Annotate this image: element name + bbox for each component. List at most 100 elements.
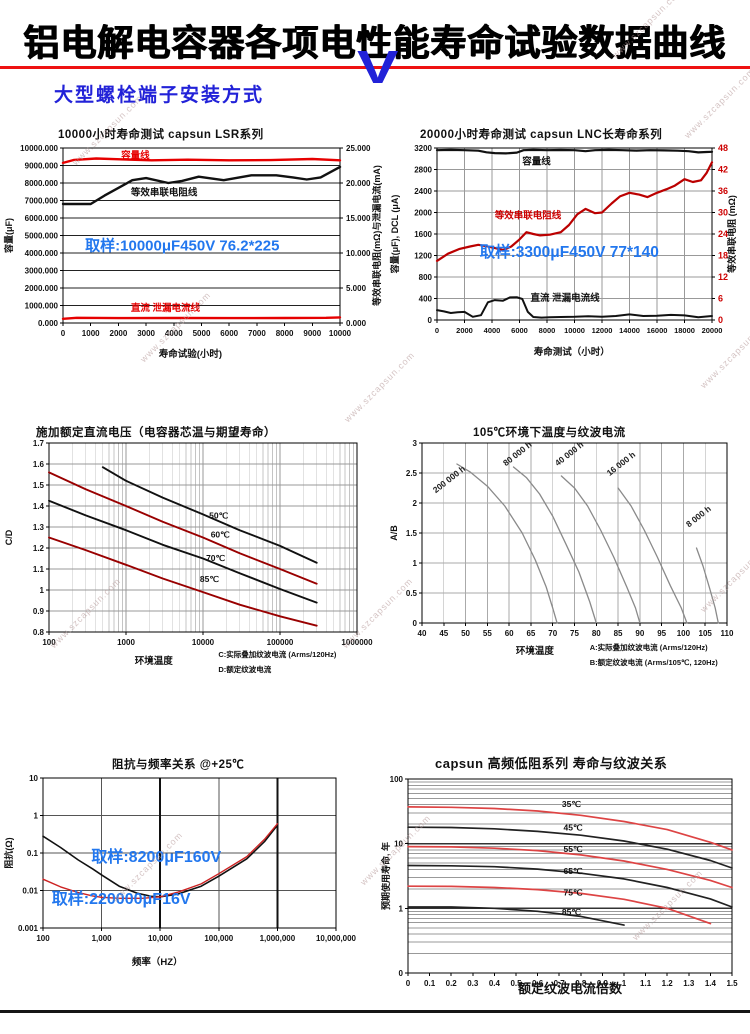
series-leakage-line [61, 316, 342, 321]
y2-tick-label: 18 [718, 251, 728, 261]
x-tick-label: 0.9 [597, 979, 609, 988]
x-tick-label: 1,000,000 [260, 934, 296, 943]
x-tick-label: 0.8 [575, 979, 587, 988]
x-tick-label: 0.4 [489, 979, 501, 988]
series-life-85c [407, 906, 625, 926]
x-axis-label: 寿命试验(小时) [159, 348, 222, 360]
y-tick-label: 1 [34, 812, 39, 821]
x-tick-label: 3000 [137, 329, 155, 338]
x-tick-label: 1,000 [92, 934, 113, 943]
y2-tick-label: 36 [718, 186, 728, 196]
x-tick-label: 1.4 [705, 979, 717, 988]
series-esr-line [61, 165, 342, 206]
y-tick-label: 1000.000 [25, 302, 59, 311]
y2-tick-label: 15.000 [346, 214, 371, 223]
series-impedance-8200uf [42, 824, 279, 898]
y-tick-label: 1.5 [406, 529, 418, 538]
y-tick-label: 10 [394, 840, 403, 849]
x-tick-label: 1.2 [662, 979, 674, 988]
section-subtitle: 大型螺栓端子安装方式 [54, 85, 265, 106]
x-tick-label: 6000 [511, 326, 528, 335]
annotation: 85℃ [200, 574, 219, 584]
series-impedance-220000uf [42, 823, 279, 900]
y2-tick-label: 30 [718, 208, 728, 218]
x-tick-label: 80 [592, 629, 601, 638]
y2-tick-label: 5.000 [346, 284, 367, 293]
series-capacity-line [61, 157, 342, 165]
annotation: 60℃ [211, 530, 230, 540]
y-tick-label: 2000 [414, 209, 432, 218]
series-curve-40000h [560, 475, 641, 624]
y-tick-label: 400 [419, 295, 433, 304]
y-tick-label: 0.5 [406, 589, 418, 598]
bottom-rule [0, 1010, 750, 1013]
x-tick-label: 8000 [276, 329, 294, 338]
x-tick-label: 14000 [619, 326, 640, 335]
y-tick-label: 1 [40, 586, 45, 595]
annotation: 65℃ [564, 866, 583, 876]
x-tick-label: 60 [505, 629, 514, 638]
x-tick-label: 55 [483, 629, 492, 638]
legend-line: C:实际叠加纹波电流 (Arms/120Hz) [218, 649, 336, 659]
chart-title: 20000小时寿命测试 capsun LNC长寿命系列 [420, 127, 662, 141]
y2-tick-label: 6 [718, 294, 723, 304]
chart-life-test-lsr: 0 1000 2000 3000 4000 5000 6000 7000 8000 9000 100… [0, 118, 392, 392]
y-tick-label: 800 [419, 273, 433, 282]
annotation: 200 000 h [431, 464, 467, 495]
y-tick-label: 1200 [414, 252, 432, 261]
x-tick-label: 0.3 [467, 979, 479, 988]
annotation: 16 000 h [605, 449, 638, 478]
x-tick-label: 65 [526, 629, 535, 638]
x-tick-label: 75 [570, 629, 579, 638]
y-tick-label: 2 [413, 499, 418, 508]
chart-life-ripple-hf: 0 0.1 0.2 0.3 0.4 0.5 0.6 0.7 0.8 0.9 1 1.1 1.2 1.3 1.… [380, 752, 750, 1004]
y2-tick-label: 0.000 [346, 319, 367, 328]
chart-impedance-frequency: 100 1,000 10,000 100,000 1,000,000 10,000,000… [0, 752, 392, 997]
series-life-75c [407, 885, 712, 925]
red-divider-line [0, 66, 750, 69]
y-tick-label: 0.9 [33, 607, 45, 616]
series-life-35c [407, 806, 733, 851]
y-tick-label: 3000.000 [25, 267, 59, 276]
x-tick-label: 100000 [267, 638, 294, 647]
annotation: 75℃ [564, 887, 583, 897]
x-tick-label: 40 [418, 629, 427, 638]
series-dcl-line [436, 296, 713, 319]
x-tick-label: 2000 [456, 326, 473, 335]
legend-line: A:实际叠加纹波电流 (Arms/120Hz) [590, 642, 708, 652]
chart-title: capsun 高频低阻系列 寿命与纹波关系 [435, 756, 667, 771]
y-axis-label: 容量(μF) [3, 218, 14, 254]
x-tick-label: 1000 [117, 638, 135, 647]
y-tick-label: 2400 [414, 187, 432, 196]
y2-tick-label: 42 [718, 165, 728, 175]
y-tick-label: 1600 [414, 230, 432, 239]
chart-canvas: 100 1,000 10,000 100,000 1,000,000 10,000,000… [3, 757, 357, 968]
series-life-55c [407, 845, 733, 889]
x-tick-label: 4000 [165, 329, 183, 338]
x-tick-label: 85 [614, 629, 623, 638]
y-tick-label: 1.5 [33, 481, 45, 490]
x-tick-label: 100 [36, 934, 50, 943]
y-tick-label: 0 [428, 316, 433, 325]
y-tick-label: 3200 [414, 144, 432, 153]
x-tick-label: 0.2 [446, 979, 458, 988]
x-tick-label: 20000 [702, 326, 723, 335]
annotation: 等效串联电阻线 [130, 186, 198, 198]
x-tick-label: 10000 [192, 638, 215, 647]
x-tick-label: 4000 [484, 326, 501, 335]
x-tick-label: 10000 [329, 329, 352, 338]
annotation: 取样:3300μF450V 77*140 [480, 242, 659, 261]
x-tick-label: 2000 [110, 329, 128, 338]
x-tick-label: 18000 [674, 326, 695, 335]
chart-canvas: 0 1000 2000 3000 4000 5000 6000 7000 8000 9000 100… [3, 127, 382, 360]
y-tick-label: 100 [390, 775, 404, 784]
x-tick-label: 100 [42, 638, 56, 647]
y-tick-label: 3 [413, 439, 418, 448]
y-tick-label: 4000.000 [25, 249, 59, 258]
annotation: 取样:8200μF160V [91, 847, 221, 866]
y-tick-label: 1.2 [33, 544, 45, 553]
x-tick-label: 12000 [592, 326, 613, 335]
x-tick-label: 1.5 [726, 979, 738, 988]
y-tick-label: 7000.000 [25, 197, 59, 206]
y2-tick-label: 48 [718, 143, 728, 153]
